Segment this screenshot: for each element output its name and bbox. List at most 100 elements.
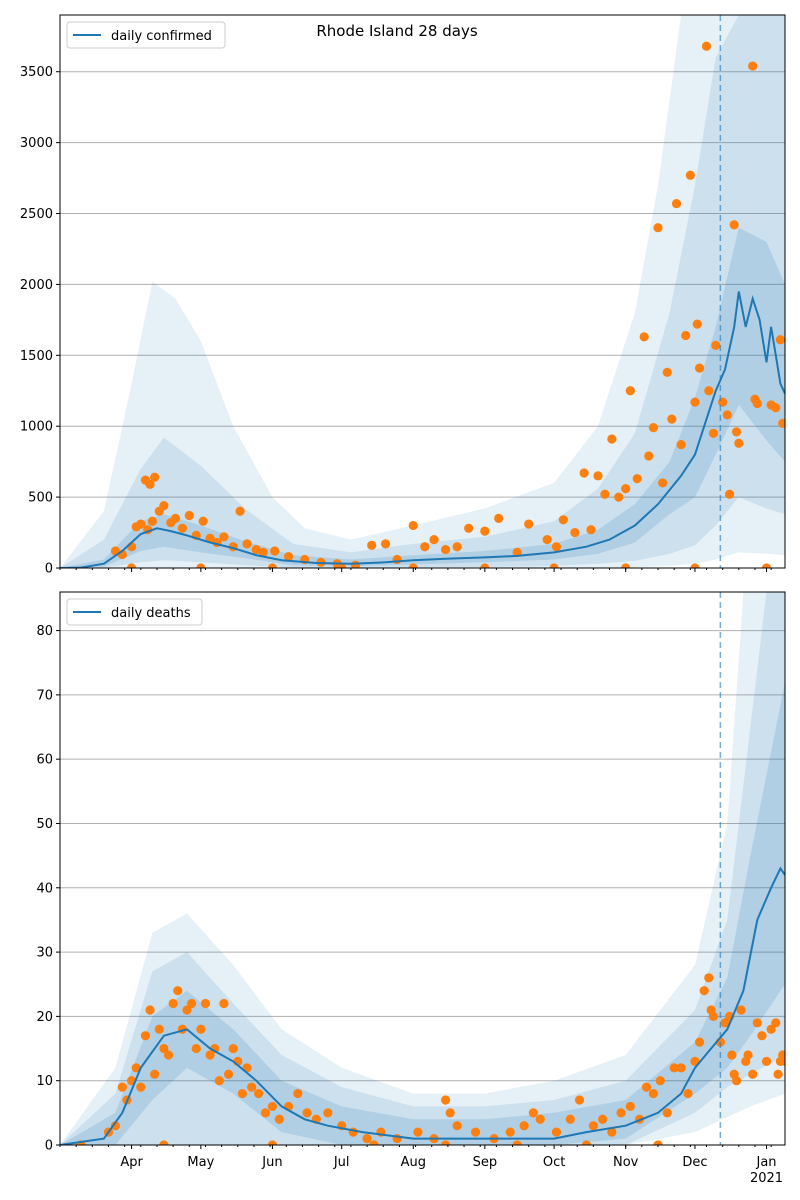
- data-point: [780, 1056, 785, 1067]
- data-point: [579, 468, 589, 478]
- x-tick-label: Aug: [401, 1155, 426, 1170]
- data-point: [653, 223, 663, 233]
- y-tick-label: 0: [45, 1139, 53, 1154]
- data-point: [625, 386, 635, 396]
- data-point: [625, 1101, 635, 1112]
- x-tick-label: Jul: [333, 1155, 350, 1170]
- data-point: [748, 1069, 758, 1079]
- data-point: [648, 423, 658, 433]
- y-tick-label: 2000: [20, 278, 53, 293]
- data-point: [655, 1076, 665, 1086]
- data-point: [452, 1121, 462, 1131]
- data-point: [182, 1005, 192, 1015]
- data-point: [535, 1114, 545, 1124]
- data-point: [440, 1095, 451, 1105]
- data-point: [607, 1127, 617, 1137]
- data-point: [519, 1121, 529, 1131]
- x-tick-label: Sep: [473, 1155, 498, 1170]
- x-tick-label: May: [187, 1155, 214, 1170]
- data-point: [600, 489, 610, 499]
- data-point: [362, 1133, 372, 1144]
- data-point: [711, 340, 721, 350]
- data-point: [570, 527, 580, 538]
- data-point: [761, 1056, 772, 1067]
- data-point: [440, 1140, 451, 1145]
- data-point: [173, 986, 183, 996]
- data-point: [708, 428, 719, 438]
- data-point: [574, 1095, 585, 1105]
- data-point: [681, 330, 691, 341]
- legend-box: [66, 598, 203, 626]
- data-point: [694, 1037, 705, 1047]
- y-tick-label: 500: [28, 491, 53, 506]
- data-point: [704, 386, 714, 396]
- data-point: [420, 542, 430, 552]
- y-tick-label: 0: [45, 562, 53, 577]
- data-point: [154, 1024, 164, 1034]
- data-point: [223, 1069, 234, 1079]
- data-point: [761, 563, 772, 568]
- data-point: [729, 220, 739, 230]
- data-point: [757, 1031, 767, 1041]
- data-point: [616, 1108, 626, 1118]
- data-point: [720, 1018, 730, 1028]
- x-tick-label: Jan: [756, 1155, 777, 1170]
- data-point: [200, 998, 211, 1009]
- data-point: [685, 170, 695, 180]
- data-point: [150, 472, 160, 482]
- x-year-label: 2021: [750, 1171, 783, 1186]
- data-point: [586, 525, 596, 535]
- data-point: [170, 513, 181, 523]
- data-point: [126, 563, 137, 568]
- data-point: [662, 367, 672, 377]
- data-point: [607, 434, 617, 444]
- data-point: [136, 1082, 146, 1092]
- data-point: [196, 1024, 206, 1034]
- data-point: [184, 510, 194, 521]
- x-tick-label: Oct: [543, 1155, 565, 1170]
- y-tick-label: 30: [36, 946, 53, 961]
- band-outer: [60, 592, 785, 1145]
- data-point: [565, 1114, 575, 1124]
- data-point: [117, 1082, 127, 1092]
- data-point: [464, 523, 474, 533]
- data-point: [274, 1114, 284, 1124]
- axes-frame: [59, 14, 786, 569]
- data-point: [597, 1114, 608, 1124]
- data-point: [692, 319, 702, 329]
- data-point: [191, 1043, 201, 1054]
- data-point: [253, 1088, 264, 1099]
- data-point: [731, 427, 742, 437]
- data-point: [778, 418, 785, 428]
- plot-area: [60, 15, 785, 568]
- data-point: [581, 1140, 592, 1145]
- chart-title: Rhode Island 28 days: [316, 22, 477, 40]
- data-point: [632, 474, 642, 484]
- confirmed-panel: 0 500 1000 1500 2000 2500 3000 3500 daily confir…: [20, 14, 786, 577]
- data-point: [676, 1063, 686, 1073]
- band-inner: [60, 227, 785, 568]
- data-point: [524, 519, 534, 529]
- data-point: [671, 198, 682, 209]
- data-point: [722, 410, 732, 420]
- data-point: [699, 986, 709, 996]
- legend-box: [66, 21, 226, 49]
- data-point: [147, 516, 157, 526]
- data-point: [771, 403, 781, 413]
- data-point: [704, 973, 714, 983]
- data-point: [445, 1108, 455, 1118]
- data-point: [558, 515, 568, 525]
- data-point: [551, 1127, 562, 1137]
- data-point: [773, 1069, 783, 1079]
- data-point: [392, 554, 402, 565]
- deaths-panel: 0 10 20 30 40 50 60 70 80 Apr May Jun Jul Aug Sep Oct No…: [36, 591, 786, 1186]
- data-point: [159, 1043, 169, 1054]
- band-outer: [60, 15, 785, 568]
- data-point: [614, 492, 624, 502]
- legend: daily confirmed: [66, 21, 226, 49]
- data-point: [551, 542, 562, 552]
- data-point: [110, 1121, 121, 1131]
- data-point: [690, 563, 700, 568]
- data-point: [771, 1018, 781, 1028]
- data-point: [219, 532, 229, 542]
